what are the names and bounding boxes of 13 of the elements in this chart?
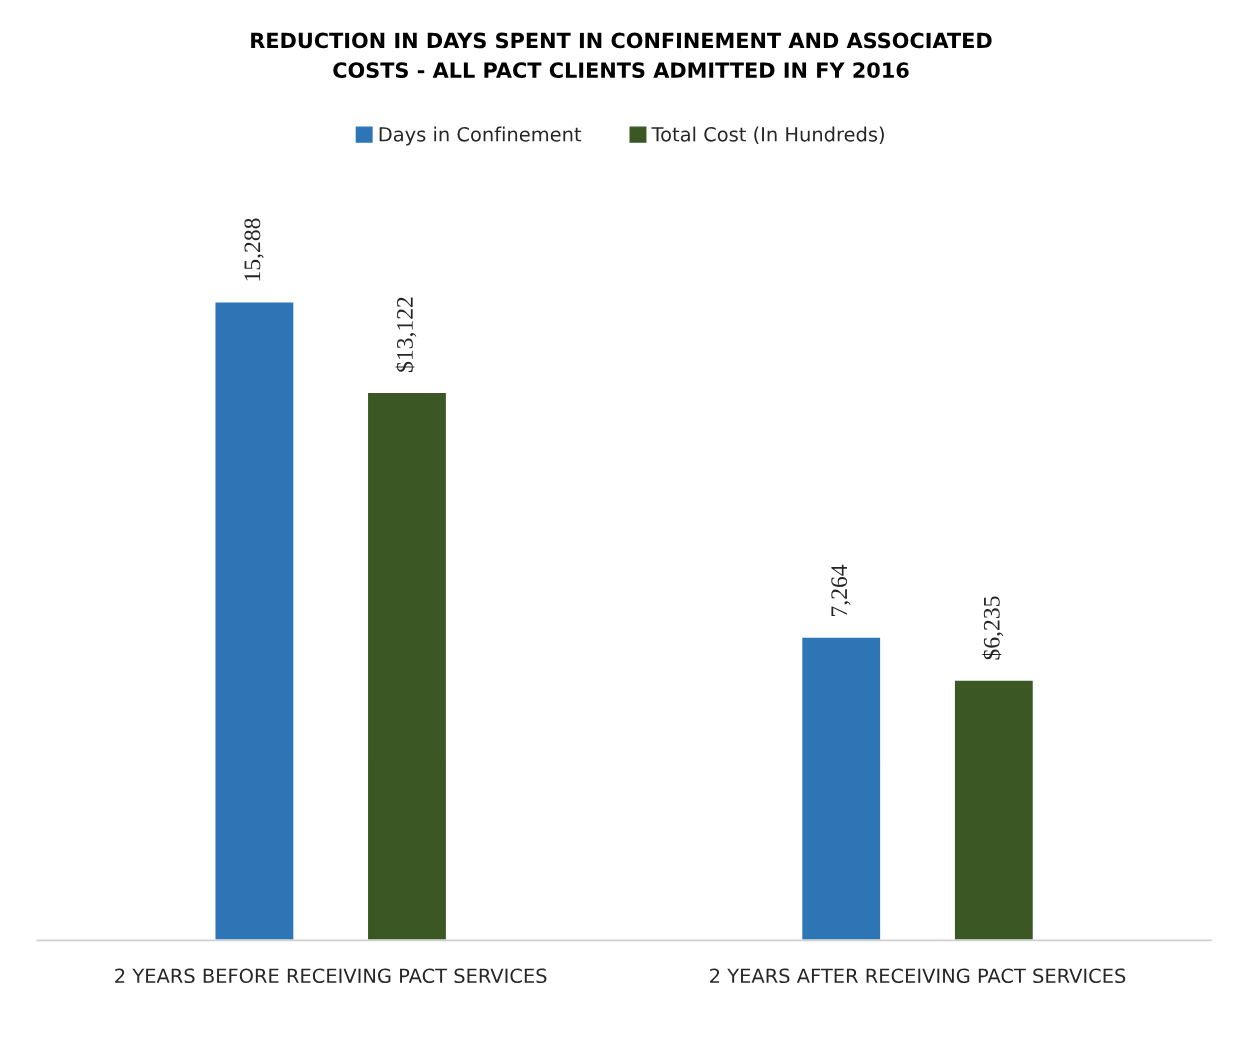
x-tick-label: 2 YEARS AFTER RECEIVING PACT SERVICES: [710, 968, 1126, 984]
x-tick-label: 2 YEARS BEFORE RECEIVING PACT SERVICES: [115, 968, 547, 984]
data-label: 7,264: [831, 564, 851, 616]
bar: [366, 391, 448, 941]
bar: [953, 679, 1035, 941]
bar: [800, 636, 882, 941]
data-label: 15,288: [244, 218, 264, 281]
legend-label: Days in Confinement: [379, 126, 582, 146]
data-label: $6,235: [982, 596, 1004, 660]
legend-label: Total Cost (In Hundreds): [651, 126, 884, 144]
data-label: $13,122: [395, 297, 417, 372]
bar: [214, 301, 295, 941]
chart-title: REDUCTION IN DAYS SPENT IN CONFINEMENT AND ASSOCIATED COSTS - ALL PACT CLIENTS ADMITTED IN FY 2016: [251, 32, 992, 79]
